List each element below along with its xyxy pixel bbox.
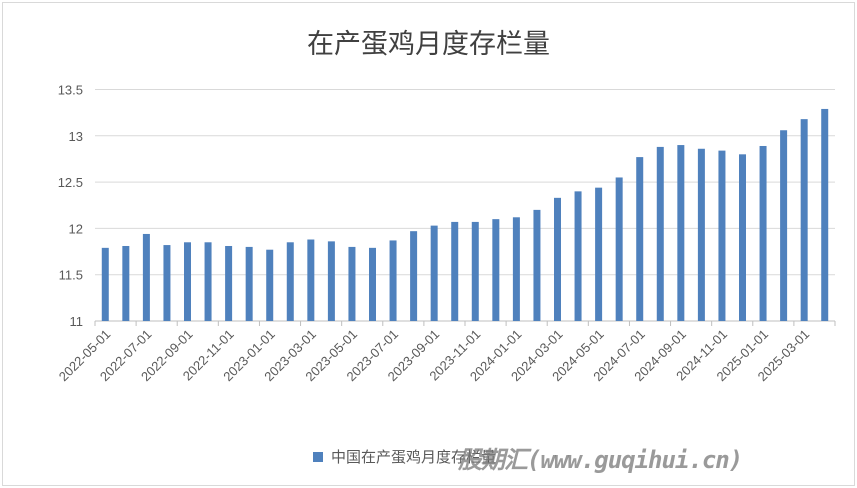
bar — [307, 239, 315, 321]
y-tick-label: 11 — [70, 314, 84, 329]
bar — [554, 197, 561, 321]
legend: 中国在产蛋鸡月度存栏量 — [313, 446, 496, 467]
bar — [574, 191, 582, 321]
y-tick-label: 13 — [69, 129, 83, 144]
y-tick-label: 12.5 — [58, 175, 83, 190]
y-tick-label: 11.5 — [59, 268, 83, 283]
bar — [821, 108, 829, 321]
bar — [615, 177, 623, 321]
bar — [677, 145, 685, 321]
bar — [122, 245, 130, 321]
bar — [595, 187, 603, 321]
bar — [512, 217, 520, 321]
bar — [636, 157, 644, 321]
bar — [389, 240, 397, 321]
bar — [451, 221, 459, 321]
bar — [348, 246, 356, 321]
bar — [656, 146, 664, 321]
bar — [492, 219, 500, 321]
bar — [266, 249, 274, 321]
bar — [142, 233, 150, 321]
y-tick-label: 13.5 — [58, 83, 83, 98]
bar — [533, 209, 541, 321]
bar — [163, 245, 171, 321]
bar — [718, 150, 726, 321]
bar — [204, 242, 212, 321]
bar — [369, 247, 376, 321]
bar — [697, 148, 705, 321]
bar — [101, 247, 109, 321]
bar — [430, 225, 438, 321]
bar — [780, 130, 788, 321]
bar — [410, 231, 418, 321]
chart-title: 在产蛋鸡月度存栏量 — [307, 29, 550, 60]
bar — [327, 241, 335, 321]
bar — [225, 245, 233, 321]
legend-swatch — [313, 451, 323, 462]
bar — [184, 242, 191, 321]
watermark: 股期汇(www.guqihui.cn) — [458, 446, 743, 474]
bar — [800, 119, 808, 321]
bar — [759, 145, 767, 321]
bar — [286, 242, 294, 321]
y-tick-label: 12 — [69, 221, 83, 236]
bar — [739, 154, 746, 321]
bar — [245, 246, 253, 321]
legend-label: 中国在产蛋鸡月度存栏量 — [331, 448, 497, 466]
bar — [471, 221, 479, 321]
